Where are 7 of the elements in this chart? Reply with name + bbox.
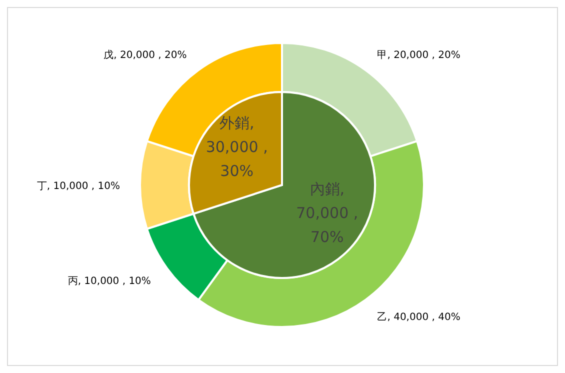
slice-label: 內銷, 70,000 , 70% <box>296 180 358 246</box>
slice-label: 乙, 40,000 , 40% <box>377 312 460 324</box>
slice-label: 外銷, 30,000 , 30% <box>206 114 268 180</box>
slice-label: 戊, 20,000 , 20% <box>104 48 187 61</box>
slice-label: 丙, 10,000 , 10% <box>68 276 151 288</box>
slice-label: 丁, 10,000 , 10% <box>36 181 120 192</box>
slice-label: 甲, 20,000 , 20% <box>377 50 460 61</box>
